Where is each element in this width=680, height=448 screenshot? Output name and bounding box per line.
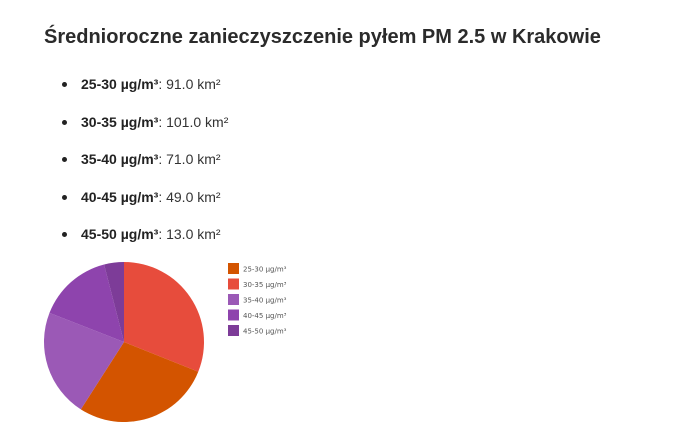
list-item: 30-35 µg/m³: 101.0 km² <box>62 112 228 150</box>
legend-swatch <box>228 294 239 305</box>
legend-label: 30-35 µg/m³ <box>243 281 287 289</box>
range-label: 40-45 µg/m³ <box>81 188 159 205</box>
pie-chart: 25-30 µg/m³ 30-35 µg/m³ 35-40 µg/m³ 40-45 µ… <box>44 262 287 423</box>
area-value: 91.0 km² <box>166 76 221 92</box>
legend-swatch <box>228 263 239 274</box>
legend-swatch <box>228 309 239 321</box>
list-item: 25-30 µg/m³: 91.0 km² <box>62 74 228 112</box>
range-label: 30-35 µg/m³ <box>81 113 159 130</box>
range-label: 25-30 µg/m³ <box>81 76 159 92</box>
legend-label: 25-30 µg/m³ <box>243 266 287 274</box>
pie-slices <box>44 262 205 423</box>
area-list: 25-30 µg/m³: 91.0 km² 30-35 µg/m³: 101.0… <box>62 74 228 262</box>
list-item: 40-45 µg/m³: 49.0 km² <box>62 187 228 225</box>
pie-slice <box>124 262 205 372</box>
area-value: 49.0 km² <box>166 188 221 205</box>
pie-slice <box>80 342 199 423</box>
list-item: 35-40 µg/m³: 71.0 km² <box>62 149 228 187</box>
list-item: 45-50 µg/m³: 13.0 km² <box>62 224 228 262</box>
area-value: 101.0 km² <box>166 113 229 130</box>
chart-legend: 25-30 µg/m³ 30-35 µg/m³ 35-40 µg/m³ 40-45 µ… <box>228 263 287 336</box>
area-value: 71.0 km² <box>166 151 221 167</box>
legend-label: 40-45 µg/m³ <box>243 312 287 320</box>
range-label: 45-50 µg/m³ <box>81 226 159 242</box>
area-value: 13.0 km² <box>166 226 221 242</box>
range-label: 35-40 µg/m³ <box>81 151 159 167</box>
pie-slice <box>49 264 125 342</box>
legend-swatch <box>228 325 239 336</box>
page-title: Średnioroczne zanieczyszczenie pyłem PM … <box>44 26 601 48</box>
pie-slice <box>104 262 124 342</box>
legend-label: 45-50 µg/m³ <box>243 328 287 336</box>
legend-label: 35-40 µg/m³ <box>243 297 287 305</box>
pie-slice <box>44 312 124 410</box>
legend-swatch <box>228 278 239 290</box>
